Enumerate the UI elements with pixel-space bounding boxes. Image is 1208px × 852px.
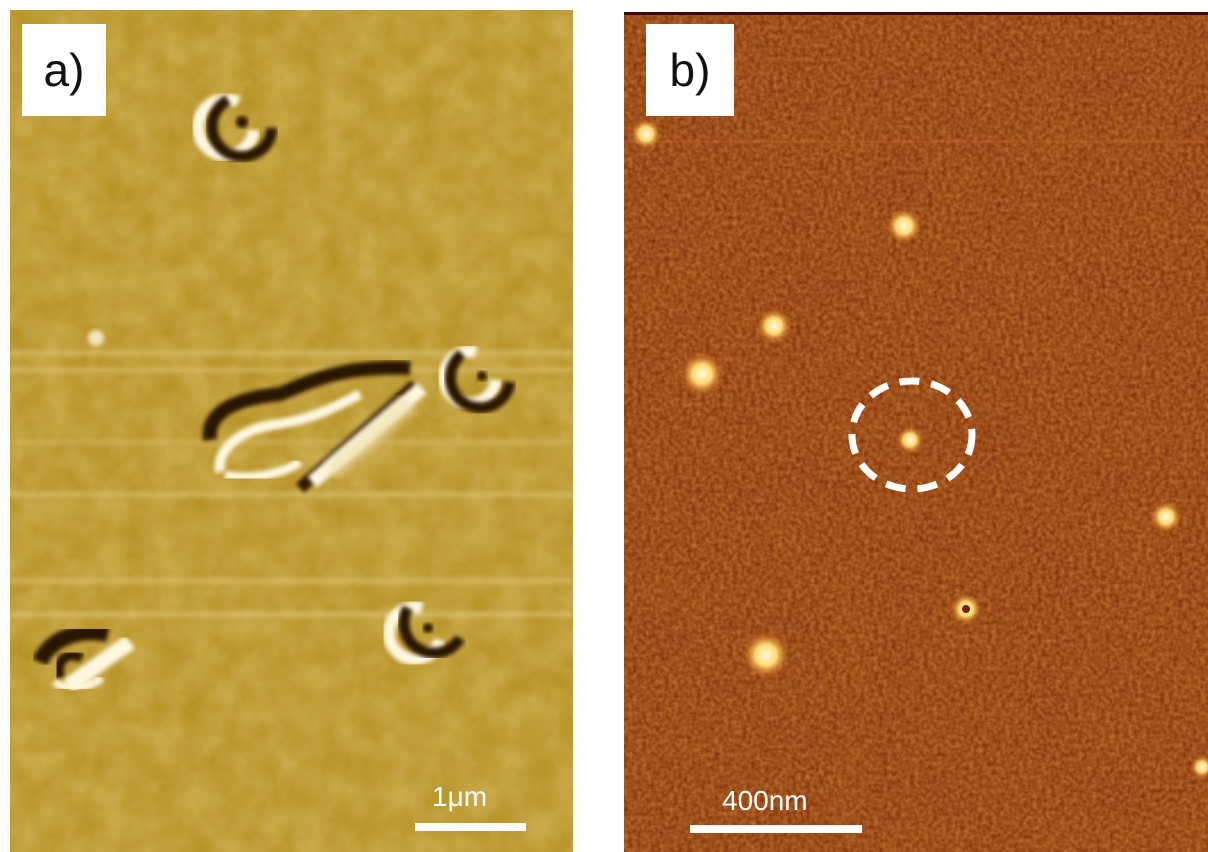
particle xyxy=(630,118,662,150)
curl-structure xyxy=(382,601,465,666)
curl-structure xyxy=(192,93,278,162)
hooked-structure xyxy=(32,624,135,693)
particle xyxy=(886,208,922,244)
particle xyxy=(1150,501,1182,533)
particle xyxy=(1190,755,1208,779)
particle xyxy=(950,593,982,625)
scale-bar-a xyxy=(415,823,526,831)
afm-image-panel-a xyxy=(10,10,573,852)
particle xyxy=(742,631,790,679)
particle xyxy=(756,308,792,344)
panel-label-a: a) xyxy=(22,24,106,116)
elongated-structure xyxy=(202,360,427,493)
afm-image-a xyxy=(10,10,573,852)
afm-image-b xyxy=(624,12,1208,852)
afm-image-panel-b xyxy=(624,12,1208,852)
scale-bar-label-a: 1μm xyxy=(432,781,488,812)
highlight-dashed-circle xyxy=(848,377,976,493)
particle xyxy=(680,352,724,396)
scale-bar-label-b: 400nm xyxy=(722,785,808,816)
particle xyxy=(896,426,924,454)
panel-label-b: b) xyxy=(646,24,734,116)
scale-bar-b xyxy=(690,825,862,833)
curl-structure xyxy=(438,345,516,414)
